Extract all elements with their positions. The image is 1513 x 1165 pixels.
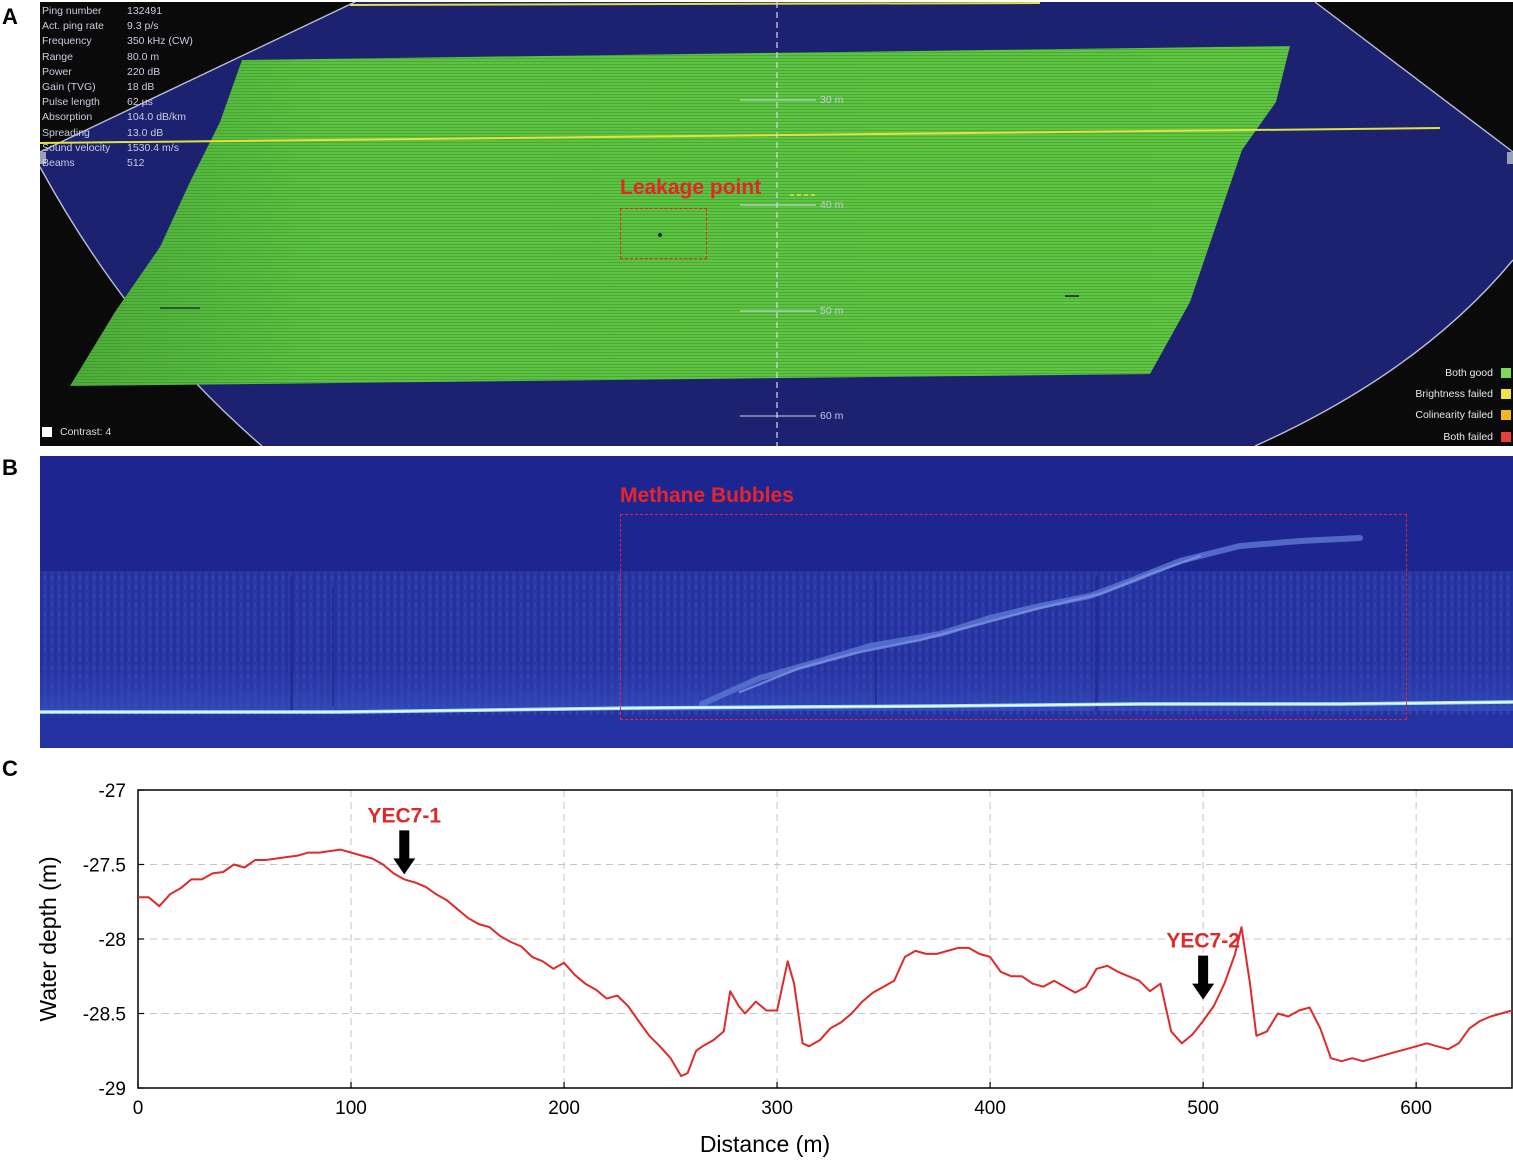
water-column-echogram: Methane Bubbles: [40, 456, 1513, 748]
annotation-label-1: YEC7-1: [368, 804, 442, 827]
info-label: Sound velocity: [42, 141, 111, 154]
leakage-point-label: Leakage point: [620, 176, 762, 199]
annotation-label-2: YEC7-2: [1166, 930, 1240, 953]
annotation-arrow: [393, 830, 416, 875]
yellow-track-top: [349, 2, 1041, 6]
bubble-plume: [699, 535, 1363, 707]
info-value: 350 kHz (CW): [127, 35, 193, 48]
info-label: Frequency: [42, 35, 92, 48]
info-value: 9.3 p/s: [127, 20, 159, 33]
x-tick-label: 300: [761, 1098, 793, 1119]
info-label: Ping number: [42, 5, 102, 17]
legend-item: Brightness failed: [1415, 383, 1511, 404]
depth-profile-line: [138, 848, 1513, 1078]
x-tick-label: 600: [1400, 1098, 1432, 1119]
sonar-info-table: Ping number 132491 Act. ping rate 9.3 p/s …: [42, 4, 193, 171]
depth-profile-chart: 0 100 200 300 400 500 600 -27 -27.5 -28 -28.5 -29 Di…: [0, 752, 1513, 1160]
contrast-label: Contrast: 4: [60, 426, 112, 438]
yellow-track-mid: [40, 127, 1441, 144]
x-tick-label: 0: [133, 1098, 144, 1119]
legend-swatch: [1501, 410, 1511, 421]
echogram-graphic: [40, 456, 1513, 748]
x-tick-label: 100: [335, 1098, 367, 1119]
panel-label-b: B: [2, 455, 18, 480]
range-mark-60: 60 m: [820, 410, 844, 422]
info-value: 1530.4 m/s: [127, 141, 179, 154]
methane-bubbles-box: [620, 514, 1407, 720]
info-value: 220 dB: [127, 65, 161, 78]
sector-arc-right: [1254, 259, 1513, 446]
legend-item: Colinearity failed: [1415, 405, 1511, 426]
methane-bubbles-label: Methane Bubbles: [620, 484, 794, 507]
y-tick-label: -29: [99, 1079, 126, 1100]
x-tick-label: 400: [974, 1098, 1006, 1119]
leakage-point-box: [620, 208, 707, 259]
depth-profile-svg: 0 100 200 300 400 500 600 -27 -27.5 -28 -28.5 -29 Di…: [35, 781, 1513, 1157]
y-tick-label: -28.5: [83, 1005, 126, 1026]
info-label: Pulse length: [42, 96, 100, 109]
legend-label: Colinearity failed: [1415, 409, 1493, 422]
quality-legend: Both good Brightness failed Colinearity …: [1415, 362, 1511, 446]
range-mark-40: 40 m: [820, 199, 844, 211]
x-tick-label: 500: [1187, 1098, 1219, 1119]
legend-swatch: [1501, 388, 1511, 399]
info-label: Range: [42, 50, 73, 63]
legend-swatch: [1501, 431, 1511, 442]
y-tick-label: -28: [99, 930, 126, 951]
info-value: 132491: [127, 5, 163, 17]
info-value: 13.0 dB: [127, 126, 164, 139]
contrast-control[interactable]: Contrast: 4: [42, 426, 111, 438]
sector-edge-left: [40, 2, 356, 153]
info-value: 18 dB: [127, 81, 155, 94]
panel-label-a: A: [2, 4, 18, 29]
legend-item: Both failed: [1415, 426, 1511, 446]
sector-edge-right: [1314, 2, 1513, 153]
y-axis-label: Water depth (m): [35, 856, 61, 1021]
y-tick-label: -27: [99, 781, 126, 802]
info-label: Gain (TVG): [42, 81, 96, 94]
info-value: 80.0 m: [127, 50, 160, 63]
info-value: 512: [127, 157, 145, 170]
info-label: Power: [42, 65, 72, 78]
panel-label-c: C: [2, 756, 18, 781]
sonar-swath-panel: Ping number 132491 Act. ping rate 9.3 p/s …: [40, 2, 1513, 446]
legend-swatch: [1501, 367, 1511, 378]
info-label: Act. ping rate: [42, 20, 104, 33]
legend-label: Both good: [1445, 366, 1493, 379]
info-value: 62 µs: [127, 96, 153, 109]
x-tick-label: 200: [548, 1098, 580, 1119]
legend-item: Both good: [1415, 362, 1511, 383]
legend-label: Brightness failed: [1415, 387, 1493, 400]
info-label: Absorption: [42, 111, 93, 124]
legend-label: Both failed: [1443, 430, 1493, 443]
info-value: 104.0 dB/km: [127, 111, 186, 124]
range-mark-50: 50 m: [820, 305, 844, 317]
y-tick-label: -27.5: [83, 856, 126, 877]
x-axis-label: Distance (m): [700, 1131, 830, 1157]
info-label: Beams: [42, 157, 75, 170]
info-label: Spreading: [42, 126, 90, 139]
range-mark-30: 30 m: [820, 94, 844, 106]
annotation-arrow: [1192, 955, 1215, 1000]
sonar-swath-graphic: [40, 2, 1513, 446]
contrast-checkbox[interactable]: [42, 427, 52, 437]
